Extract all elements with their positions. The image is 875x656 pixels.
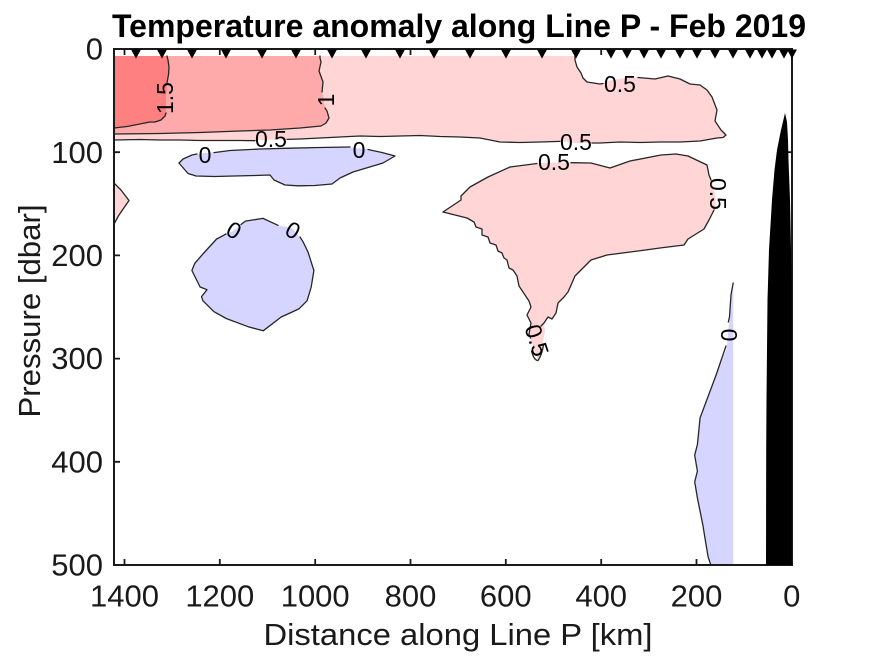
svg-text:1400: 1400 — [90, 579, 159, 614]
svg-text:0: 0 — [716, 329, 742, 342]
svg-text:100: 100 — [51, 135, 103, 170]
svg-text:200: 200 — [51, 238, 103, 273]
svg-text:Pressure [dbar]: Pressure [dbar] — [12, 205, 47, 418]
svg-text:0: 0 — [199, 142, 212, 168]
svg-text:0.5: 0.5 — [560, 129, 592, 155]
svg-text:0: 0 — [783, 579, 800, 614]
svg-text:1000: 1000 — [281, 579, 350, 614]
svg-text:500: 500 — [51, 548, 103, 583]
svg-text:1: 1 — [313, 94, 339, 107]
svg-text:300: 300 — [51, 341, 103, 376]
svg-text:800: 800 — [385, 579, 437, 614]
svg-text:400: 400 — [51, 445, 103, 480]
svg-text:Distance along Line P [km]: Distance along Line P [km] — [264, 617, 653, 652]
svg-text:1.5: 1.5 — [152, 82, 178, 114]
svg-text:200: 200 — [671, 579, 723, 614]
svg-text:400: 400 — [575, 579, 627, 614]
svg-text:0.5: 0.5 — [705, 178, 731, 210]
svg-text:0.5: 0.5 — [538, 149, 570, 175]
svg-text:1200: 1200 — [185, 579, 254, 614]
svg-text:0: 0 — [353, 137, 366, 163]
svg-text:0: 0 — [86, 32, 103, 67]
svg-text:600: 600 — [480, 579, 532, 614]
svg-text:0.5: 0.5 — [604, 71, 636, 97]
svg-text:Temperature anomaly along Line: Temperature anomaly along Line P - Feb 2… — [112, 8, 806, 44]
svg-text:0.5: 0.5 — [255, 126, 287, 152]
